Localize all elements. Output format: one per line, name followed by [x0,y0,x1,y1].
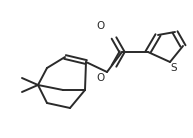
Text: S: S [171,63,177,73]
Text: O: O [96,73,104,83]
Text: O: O [96,22,104,31]
